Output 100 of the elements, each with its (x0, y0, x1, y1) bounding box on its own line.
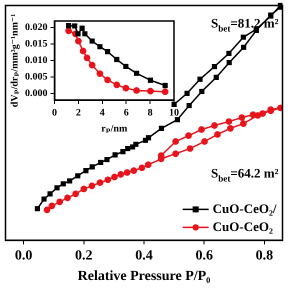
point (214, 131, 221, 138)
x-tick-label: 0.4 (135, 248, 153, 264)
point (54, 185, 60, 190)
point (60, 181, 66, 186)
y-tick-label: 0.015 (25, 38, 48, 50)
point (80, 186, 88, 192)
point (250, 111, 256, 118)
point (65, 28, 72, 34)
point (238, 114, 246, 121)
point (66, 23, 72, 28)
y-tick-label: 0.010 (25, 55, 48, 66)
point (88, 182, 96, 190)
point (198, 126, 205, 133)
y-tick-label: 0.005 (25, 72, 48, 83)
x-tick-label: 0.8 (256, 248, 274, 264)
point (117, 171, 124, 178)
point (226, 50, 232, 56)
point (133, 142, 138, 147)
point (133, 87, 140, 94)
point (112, 152, 118, 158)
point (162, 82, 168, 88)
point (241, 44, 246, 50)
point (144, 161, 152, 168)
y-tick-label: 0.000 (25, 88, 48, 99)
point (96, 70, 104, 78)
point (96, 179, 104, 186)
x-tick-label: 0.2 (75, 248, 93, 264)
point (64, 194, 71, 202)
point (122, 84, 130, 92)
point (172, 150, 179, 158)
point (162, 88, 169, 96)
point (226, 118, 232, 125)
point (72, 23, 78, 29)
x-tick-label: 2 (76, 108, 81, 119)
x-tick-label: 4 (100, 108, 105, 119)
point (185, 132, 192, 139)
point (125, 146, 130, 152)
point (240, 34, 246, 40)
point (88, 62, 96, 68)
point (120, 149, 126, 154)
x-tick-label: 10 (169, 108, 179, 119)
point (104, 176, 112, 184)
legend-label: CuO-CeO₂ (212, 218, 273, 234)
point (197, 76, 203, 82)
point (41, 196, 47, 202)
point (114, 56, 120, 62)
point (134, 70, 140, 76)
point (90, 38, 95, 44)
x-axis-title: rₚ/nm (101, 124, 128, 135)
point (56, 198, 64, 206)
point (67, 178, 72, 184)
point (72, 190, 80, 198)
x-tick-label: 0.0 (14, 248, 32, 264)
point (104, 76, 111, 84)
point (240, 120, 247, 128)
point (124, 169, 130, 176)
point (212, 64, 218, 70)
point (227, 125, 234, 132)
legend-label: CuO-CeO₂/ (212, 200, 277, 216)
point (138, 164, 146, 172)
point (186, 145, 194, 152)
point (34, 206, 40, 212)
point (48, 202, 56, 210)
point (80, 48, 86, 54)
point (90, 164, 95, 170)
x-tick-label: 6 (124, 108, 129, 119)
point (172, 138, 179, 145)
point (174, 117, 180, 122)
point (130, 167, 138, 174)
y-tick-label: 0.020 (25, 22, 48, 34)
point (111, 174, 118, 180)
point (148, 78, 154, 83)
point (104, 49, 110, 54)
point (98, 160, 104, 165)
point (83, 168, 88, 174)
point (147, 88, 154, 94)
point (277, 104, 282, 112)
x-axis-title: Relative Pressure P/P₀ (78, 269, 210, 284)
point (146, 135, 152, 140)
point (97, 44, 102, 50)
point (75, 173, 80, 178)
point (158, 126, 164, 131)
point (226, 60, 232, 66)
point (184, 90, 190, 96)
point (259, 110, 266, 117)
point (201, 138, 208, 145)
point (80, 26, 85, 31)
point (44, 206, 50, 214)
x-tick-label: 8 (148, 108, 153, 119)
x-tick-label: 0 (52, 108, 57, 119)
point (75, 31, 81, 36)
x-tick-label: 0.6 (195, 248, 213, 264)
point (123, 64, 128, 70)
y-axis-title: dVₚ/drₚ/mm³g⁻¹nm⁻¹ (10, 14, 21, 108)
point (84, 54, 90, 62)
point (113, 82, 120, 88)
point (82, 31, 88, 36)
point (211, 122, 218, 129)
point (75, 38, 82, 44)
point (104, 157, 110, 162)
